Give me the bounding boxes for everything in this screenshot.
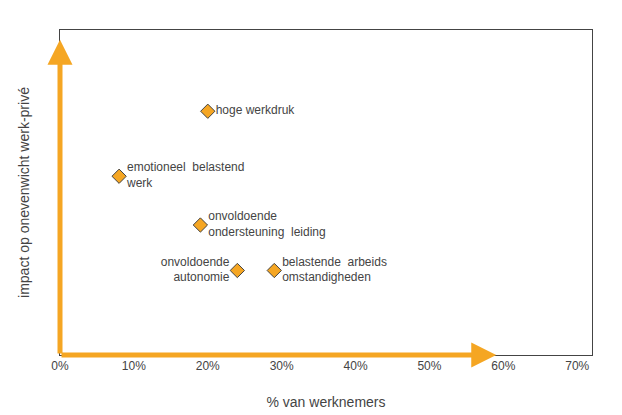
svg-text:30%: 30% <box>270 359 294 373</box>
svg-text:10%: 10% <box>122 359 146 373</box>
svg-text:0%: 0% <box>51 359 69 373</box>
svg-text:onvoldoendeondersteuning leid: onvoldoendeondersteuning leiding <box>208 209 325 239</box>
svg-text:50%: 50% <box>417 359 441 373</box>
svg-text:belastende arbeidsomstandighe: belastende arbeidsomstandigheden <box>282 255 387 285</box>
svg-text:60%: 60% <box>491 359 515 373</box>
svg-text:hoge werkdruk: hoge werkdruk <box>216 103 296 117</box>
svg-text:70%: 70% <box>565 359 589 373</box>
svg-text:% van werknemers: % van werknemers <box>266 394 385 410</box>
svg-text:40%: 40% <box>344 359 368 373</box>
svg-text:emotioneel belastendwerk: emotioneel belastendwerk <box>126 160 244 190</box>
svg-text:20%: 20% <box>196 359 220 373</box>
svg-text:impact op onevenwicht werk-pri: impact op onevenwicht werk-privé <box>16 87 32 298</box>
svg-text:onvoldoendeautonomie: onvoldoendeautonomie <box>161 255 230 285</box>
